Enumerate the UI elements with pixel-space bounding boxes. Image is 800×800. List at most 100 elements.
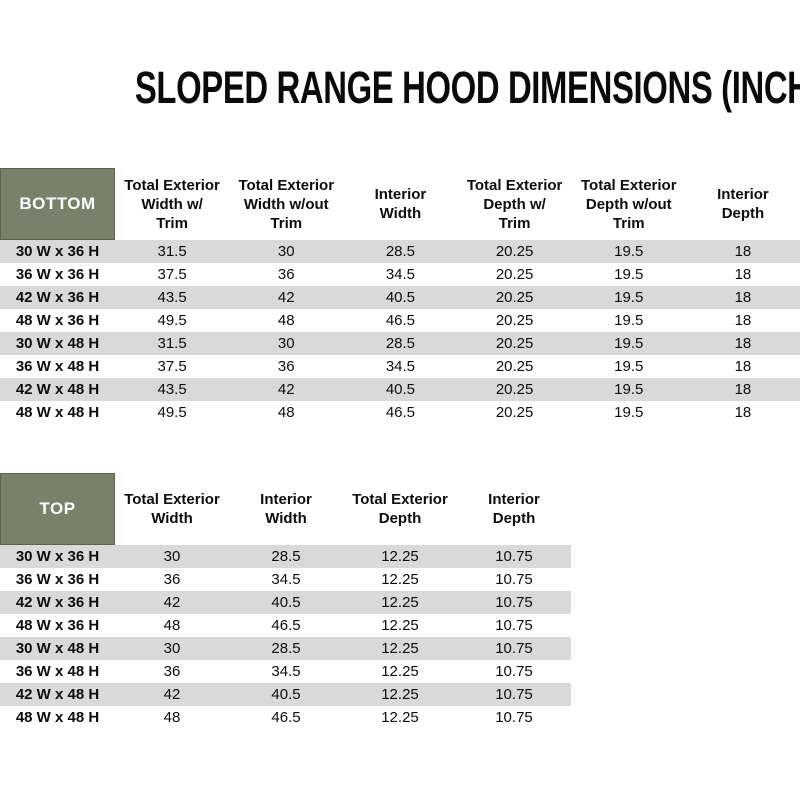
table-row: 42 W x 36 H 43.5 42 40.5 20.25 19.5 18 xyxy=(0,286,800,309)
dimension-value: 43.5 xyxy=(157,289,187,306)
dimension-value: 10.75 xyxy=(495,663,533,680)
table-row: 42 W x 48 H 43.5 42 40.5 20.25 19.5 18 xyxy=(0,378,800,401)
dimension-value: 10.75 xyxy=(495,617,533,634)
dimension-value: 10.75 xyxy=(495,548,533,565)
dimension-value: 34.5 xyxy=(385,266,416,283)
table-row: 36 W x 48 H 37.5 36 34.5 20.25 19.5 18 xyxy=(0,355,800,378)
dimension-value: 19.5 xyxy=(614,243,644,260)
column-header-total-exterior-width-wout-trim: Total Exterior Width w/out Trim xyxy=(238,176,335,232)
dimension-value: 10.75 xyxy=(495,594,533,611)
dimension-value: 12.25 xyxy=(381,571,419,588)
dimension-value: 36 xyxy=(277,266,295,283)
top-table-corner-label: TOP xyxy=(0,473,115,545)
dimension-value: 40.5 xyxy=(385,289,416,306)
dimension-value: 19.5 xyxy=(614,266,644,283)
dimension-value: 18 xyxy=(734,381,752,398)
dimension-value: 12.25 xyxy=(381,663,419,680)
dimension-value: 30 xyxy=(277,335,295,352)
row-size-label: 36 W x 36 H xyxy=(15,266,100,283)
dimension-value: 42 xyxy=(163,686,181,703)
dimension-value: 49.5 xyxy=(157,312,187,329)
page-title-text: SLOPED RANGE HOOD DIMENSIONS (INCHES) xyxy=(134,62,800,113)
dimension-value: 28.5 xyxy=(271,548,301,565)
dimension-value: 20.25 xyxy=(495,404,534,421)
dimension-value: 30 xyxy=(163,640,181,657)
dimension-value: 42 xyxy=(163,594,181,611)
dimension-value: 42 xyxy=(277,289,295,306)
bottom-table-corner-label: BOTTOM xyxy=(0,168,115,240)
row-size-label: 30 W x 36 H xyxy=(15,243,100,260)
table-row: 30 W x 48 H 31.5 30 28.5 20.25 19.5 18 xyxy=(0,332,800,355)
dimension-value: 34.5 xyxy=(271,571,301,588)
table-row: 30 W x 36 H 31.5 30 28.5 20.25 19.5 18 xyxy=(0,240,800,263)
dimension-value: 40.5 xyxy=(271,686,301,703)
dimension-value: 20.25 xyxy=(495,335,534,352)
dimension-value: 46.5 xyxy=(271,709,301,726)
table-row: 48 W x 48 H 49.5 48 46.5 20.25 19.5 18 xyxy=(0,401,800,424)
column-header-total-exterior-depth-wout-trim: Total Exterior Depth w/out Trim xyxy=(580,176,677,232)
dimension-value: 19.5 xyxy=(614,381,644,398)
column-header-interior-depth: Interior Depth xyxy=(488,491,540,527)
row-size-label: 30 W x 48 H xyxy=(15,335,100,352)
dimension-value: 36 xyxy=(163,571,181,588)
dimension-value: 28.5 xyxy=(385,335,416,352)
dimension-value: 12.25 xyxy=(381,548,419,565)
row-size-label: 42 W x 36 H xyxy=(15,594,100,611)
row-size-label: 48 W x 36 H xyxy=(15,312,100,329)
dimension-value: 12.25 xyxy=(381,709,419,726)
dimension-value: 37.5 xyxy=(157,358,187,375)
dimension-value: 34.5 xyxy=(385,358,416,375)
table-row: 36 W x 36 H 37.5 36 34.5 20.25 19.5 18 xyxy=(0,263,800,286)
dimension-value: 37.5 xyxy=(157,266,187,283)
dimension-value: 34.5 xyxy=(271,663,301,680)
row-size-label: 30 W x 48 H xyxy=(15,640,100,657)
dimension-value: 12.25 xyxy=(381,594,419,611)
dimension-value: 46.5 xyxy=(385,312,416,329)
dimension-value: 10.75 xyxy=(495,709,533,726)
row-size-label: 36 W x 48 H xyxy=(15,358,100,375)
dimension-value: 20.25 xyxy=(495,358,534,375)
dimension-value: 31.5 xyxy=(157,243,187,260)
row-size-label: 36 W x 36 H xyxy=(15,571,100,588)
dimension-value: 19.5 xyxy=(614,312,644,329)
table-row: 30 W x 48 H 30 28.5 12.25 10.75 xyxy=(0,637,571,660)
dimension-value: 18 xyxy=(734,266,752,283)
table-row: 48 W x 36 H 49.5 48 46.5 20.25 19.5 18 xyxy=(0,309,800,332)
dimension-value: 18 xyxy=(734,289,752,306)
dimension-value: 46.5 xyxy=(385,404,416,421)
dimension-value: 12.25 xyxy=(381,686,419,703)
dimension-value: 20.25 xyxy=(495,381,534,398)
dimension-value: 40.5 xyxy=(271,594,301,611)
dimension-value: 20.25 xyxy=(495,312,534,329)
dimension-value: 36 xyxy=(163,663,181,680)
dimension-value: 28.5 xyxy=(271,640,301,657)
column-header-interior-depth: Interior Depth xyxy=(717,186,769,222)
dimension-value: 30 xyxy=(277,243,295,260)
table-row: 42 W x 48 H 42 40.5 12.25 10.75 xyxy=(0,683,571,706)
column-header-interior-width: Interior Width xyxy=(260,491,312,527)
column-header-total-exterior-depth-w-trim: Total Exterior Depth w/ Trim xyxy=(466,176,563,232)
dimension-value: 10.75 xyxy=(495,686,533,703)
dimension-value: 12.25 xyxy=(381,640,419,657)
dimension-value: 36 xyxy=(277,358,295,375)
dimension-value: 12.25 xyxy=(381,617,419,634)
dimension-value: 10.75 xyxy=(495,640,533,657)
dimension-value: 42 xyxy=(277,381,295,398)
dimension-value: 19.5 xyxy=(614,358,644,375)
page-title: SLOPED RANGE HOOD DIMENSIONS (INCHES) xyxy=(0,62,800,114)
column-header-total-exterior-width: Total Exterior Width xyxy=(124,491,220,527)
row-size-label: 42 W x 36 H xyxy=(15,289,100,306)
dimension-value: 46.5 xyxy=(271,617,301,634)
top-table-header-row: TOP Total Exterior Width Interior Width … xyxy=(0,473,571,545)
dimension-value: 49.5 xyxy=(157,404,187,421)
table-row: 36 W x 36 H 36 34.5 12.25 10.75 xyxy=(0,568,571,591)
dimension-value: 10.75 xyxy=(495,571,533,588)
row-size-label: 30 W x 36 H xyxy=(15,548,100,565)
dimension-value: 18 xyxy=(734,404,752,421)
row-size-label: 48 W x 48 H xyxy=(15,404,100,421)
table-row: 48 W x 48 H 48 46.5 12.25 10.75 xyxy=(0,706,571,729)
dimension-value: 31.5 xyxy=(157,335,187,352)
dimension-value: 48 xyxy=(277,404,295,421)
column-header-interior-width: Interior Width xyxy=(374,186,427,222)
dimension-value: 20.25 xyxy=(495,289,534,306)
